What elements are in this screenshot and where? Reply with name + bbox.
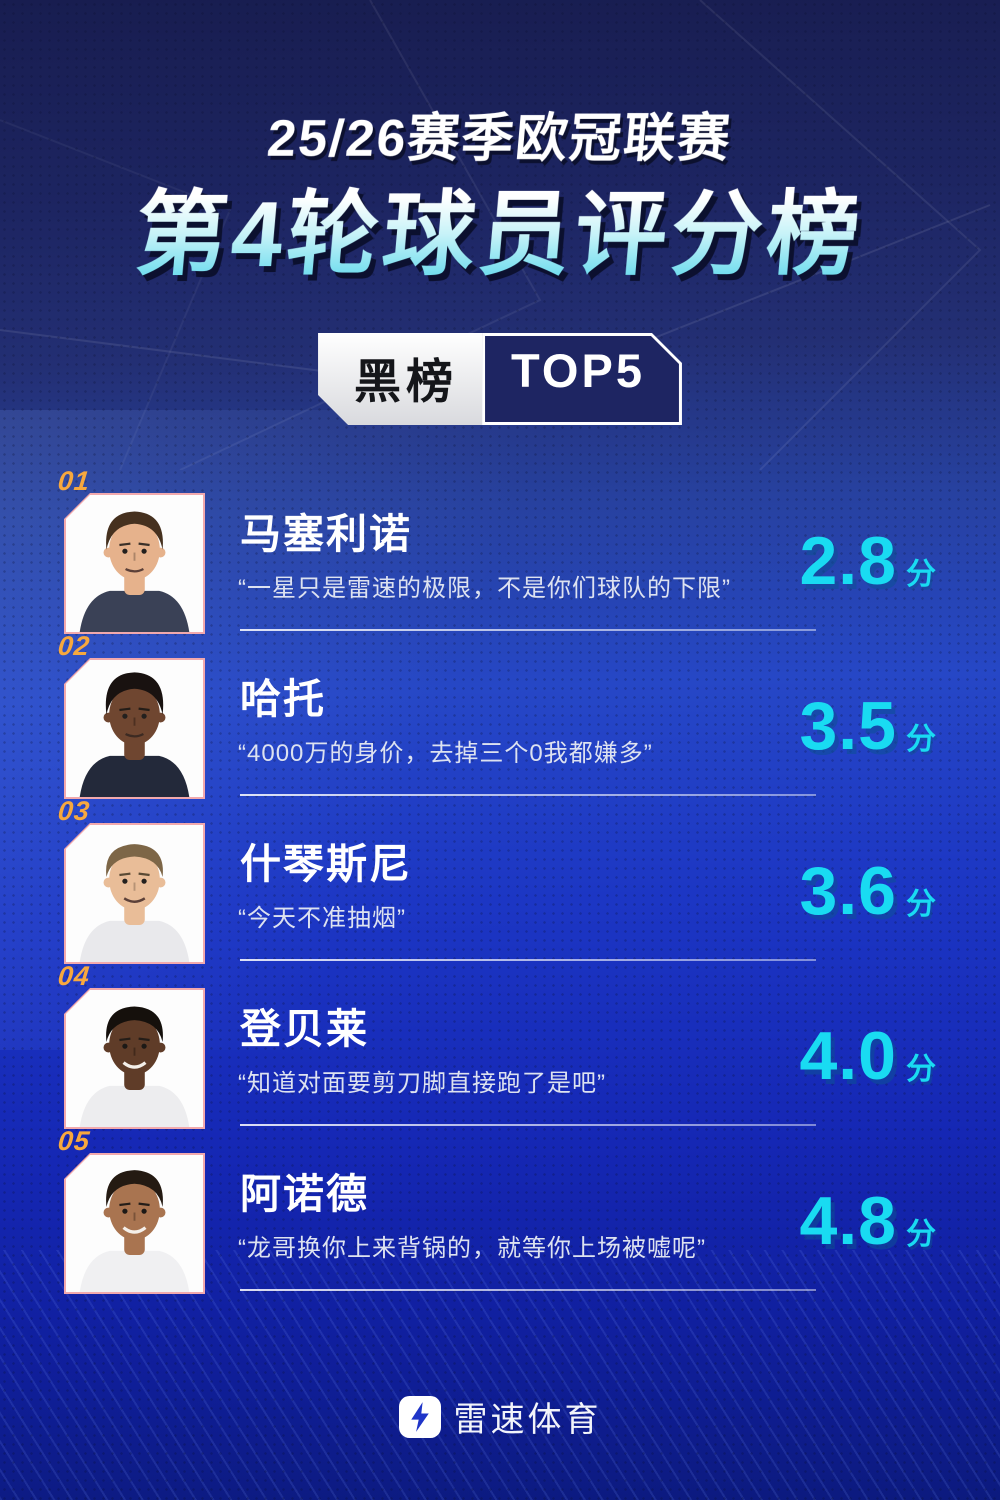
avatar-hair	[106, 1006, 163, 1043]
avatar-hair	[106, 1170, 163, 1208]
row-divider	[240, 629, 816, 631]
player-avatar-illustration	[66, 660, 203, 797]
score-unit: 分	[906, 723, 936, 756]
lightning-bolt-icon	[398, 1395, 441, 1438]
player-photo	[64, 1153, 205, 1294]
page-title: 第4轮球员评分榜	[0, 160, 1000, 293]
player-name: 马塞利诺	[240, 511, 412, 557]
player-name: 哈托	[240, 676, 326, 722]
score-unit: 分	[906, 888, 936, 921]
avatar-shoulders	[79, 920, 190, 962]
footer-brand: 雷速体育	[0, 1392, 1000, 1441]
badge: 黑榜 TOP5	[0, 333, 1000, 425]
player-score: 3.6 分	[799, 852, 936, 930]
rank-label: 03	[56, 796, 92, 826]
row-divider	[240, 1289, 816, 1291]
player-quote: “4000万的身价，去掉三个0我都嫌多”	[238, 740, 653, 767]
avatar-head	[109, 1014, 160, 1075]
score-value: 3.5	[799, 688, 897, 764]
score-value: 3.6	[799, 853, 897, 929]
score-value: 2.8	[799, 523, 897, 599]
avatar-hair	[106, 844, 163, 878]
rank-label: 04	[56, 961, 92, 991]
footer-brand-name: 雷速体育	[453, 1401, 602, 1439]
player-score: 4.0 分	[799, 1017, 936, 1095]
player-quote: “知道对面要剪刀脚直接跑了是吧”	[238, 1070, 606, 1097]
player-row: 05 阿诺德 “龙哥换你上来背锅的，就等你上场被嘘呢” 4.8 分	[0, 1126, 1000, 1303]
avatar-shoulders	[79, 1250, 190, 1292]
score-value: 4.0	[799, 1018, 897, 1094]
score-unit: 分	[906, 1053, 936, 1086]
player-name: 什琴斯尼	[240, 841, 412, 887]
badge-top5-frame: TOP5	[482, 333, 682, 425]
score-value: 4.8	[799, 1183, 897, 1259]
score-unit: 分	[906, 1218, 936, 1251]
player-photo	[64, 988, 205, 1129]
avatar-hair	[106, 511, 163, 550]
row-divider	[240, 794, 816, 796]
player-avatar-illustration	[66, 825, 203, 962]
player-list: 01 马塞利诺 “一星只是雷速的极限，不是你们球队的下限” 2.8 分	[0, 466, 1000, 1303]
rank-label: 02	[56, 631, 92, 661]
player-row: 04 登贝莱 “知道对面要剪刀脚直接跑了是吧” 4.0 分	[0, 961, 1000, 1138]
player-photo	[64, 493, 205, 634]
player-score: 4.8 分	[799, 1182, 936, 1260]
avatar-head	[109, 1179, 160, 1240]
player-row: 02 哈托 “4000万的身价，去掉三个0我都嫌多” 3.5 分	[0, 631, 1000, 808]
player-row: 03 什琴斯尼 “今天不准抽烟” 3.6 分	[0, 796, 1000, 973]
player-name: 登贝莱	[240, 1006, 369, 1052]
player-avatar-illustration	[66, 1155, 203, 1292]
player-quote: “龙哥换你上来背锅的，就等你上场被嘘呢”	[238, 1235, 706, 1262]
player-photo	[64, 658, 205, 799]
avatar-shoulders	[79, 1085, 190, 1127]
avatar-hair	[105, 672, 164, 715]
avatar-shoulders	[79, 755, 190, 797]
player-quote: “一星只是雷速的极限，不是你们球队的下限”	[238, 575, 731, 602]
avatar-shoulders	[79, 590, 190, 632]
rank-label: 01	[56, 466, 92, 496]
badge-top5-label: TOP5	[485, 336, 679, 422]
player-score: 2.8 分	[799, 522, 936, 600]
score-unit: 分	[906, 558, 936, 591]
row-divider	[240, 1124, 816, 1126]
row-divider	[240, 959, 816, 961]
player-avatar-illustration	[66, 990, 203, 1127]
player-quote: “今天不准抽烟”	[238, 905, 406, 932]
avatar-head	[109, 849, 160, 910]
rank-label: 05	[56, 1126, 92, 1156]
badge-blacklist-label: 黑榜	[318, 333, 482, 425]
player-score: 3.5 分	[799, 687, 936, 765]
player-name: 阿诺德	[240, 1171, 369, 1217]
avatar-head	[109, 519, 160, 580]
player-row: 01 马塞利诺 “一星只是雷速的极限，不是你们球队的下限” 2.8 分	[0, 466, 1000, 643]
player-photo	[64, 823, 205, 964]
player-avatar-illustration	[66, 495, 203, 632]
avatar-head	[109, 684, 160, 745]
